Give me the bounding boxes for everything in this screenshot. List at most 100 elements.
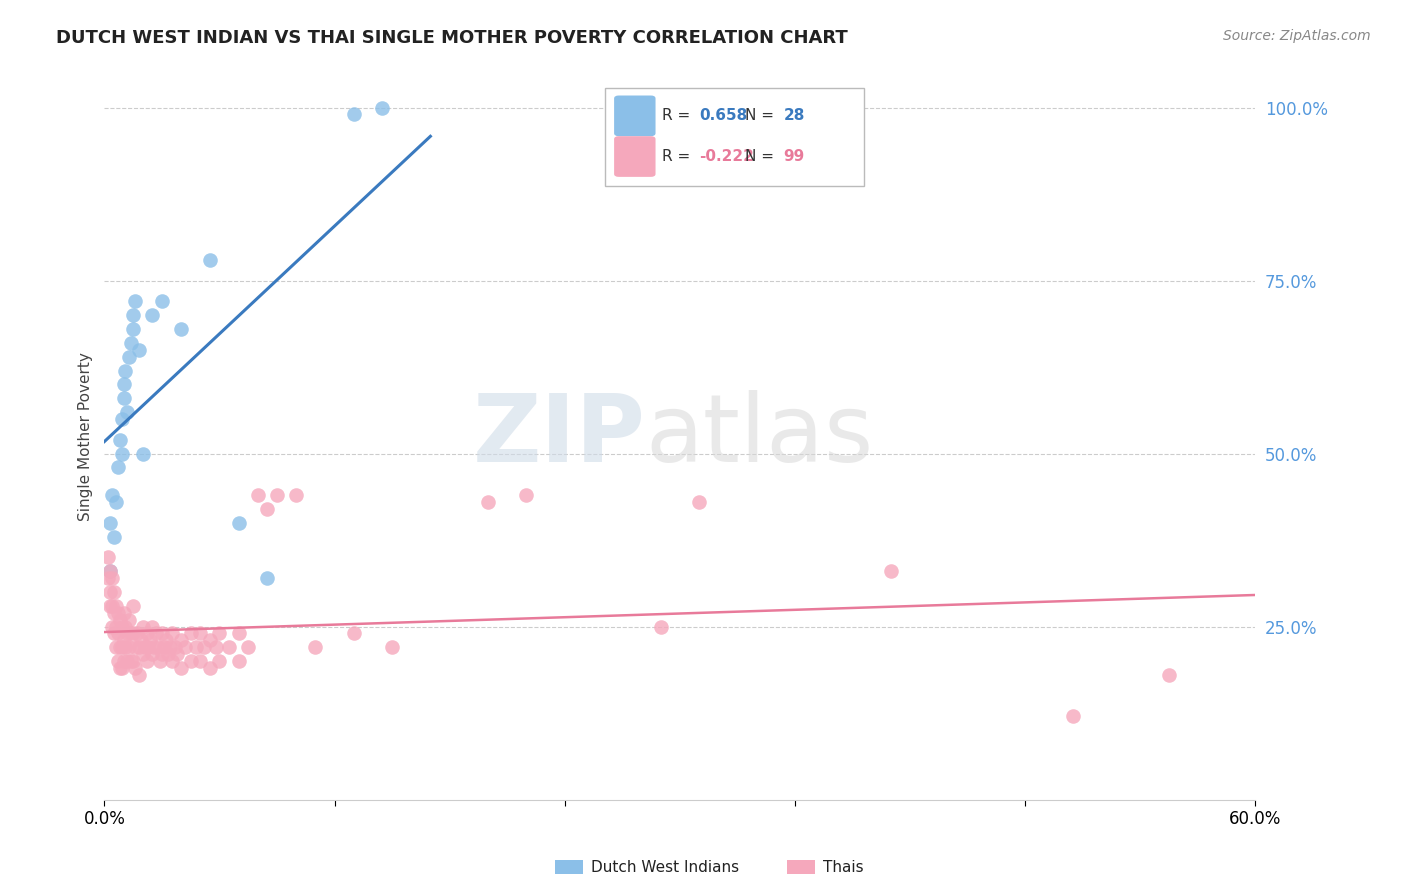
Point (101, 599, 124, 613)
Point (124, 661, 146, 675)
Point (118, 350, 141, 364)
Point (101, 619, 124, 633)
Text: R =: R = (662, 149, 696, 164)
Text: 0.658: 0.658 (699, 108, 748, 123)
Point (98, 599, 121, 613)
Text: R =: R = (662, 108, 696, 123)
Point (879, 564, 901, 578)
Point (118, 613, 141, 627)
Text: atlas: atlas (645, 391, 873, 483)
Point (103, 626, 125, 640)
Point (108, 640, 131, 655)
Point (371, 101, 394, 115)
Point (170, 633, 193, 648)
FancyBboxPatch shape (605, 87, 863, 186)
Point (107, 606, 129, 620)
Point (228, 516, 250, 530)
Point (120, 654, 142, 668)
Point (381, 640, 404, 655)
Point (155, 633, 177, 648)
Point (141, 308, 163, 322)
Text: N =: N = (745, 149, 779, 164)
Point (149, 654, 172, 668)
Point (159, 640, 181, 655)
Point (650, 619, 672, 633)
Point (98, 564, 121, 578)
Point (688, 495, 710, 509)
Point (134, 640, 156, 655)
Point (112, 377, 135, 392)
Point (103, 606, 125, 620)
Point (122, 308, 145, 322)
Point (112, 606, 135, 620)
Text: N =: N = (745, 108, 779, 123)
Point (107, 460, 129, 475)
Point (160, 654, 183, 668)
Point (97, 571, 120, 585)
Point (125, 626, 148, 640)
Point (104, 495, 127, 509)
Point (128, 640, 150, 655)
Point (256, 502, 278, 516)
Point (1157, 668, 1180, 682)
Text: -0.222: -0.222 (699, 149, 754, 164)
Point (101, 571, 124, 585)
Point (198, 252, 221, 267)
Point (343, 626, 366, 640)
Point (135, 626, 157, 640)
Point (228, 654, 250, 668)
Point (228, 626, 250, 640)
Point (198, 633, 221, 648)
Point (103, 530, 125, 544)
Point (117, 626, 139, 640)
Point (208, 626, 231, 640)
Point (103, 585, 125, 599)
Point (139, 633, 162, 648)
Point (129, 633, 152, 648)
Point (174, 640, 197, 655)
FancyBboxPatch shape (614, 136, 655, 177)
Point (111, 640, 134, 655)
Point (98, 516, 121, 530)
Point (153, 640, 176, 655)
Point (180, 626, 202, 640)
Point (112, 633, 135, 648)
Point (188, 626, 211, 640)
Point (477, 495, 499, 509)
Text: 28: 28 (783, 108, 804, 123)
Point (304, 640, 326, 655)
Point (343, 107, 366, 121)
Point (124, 294, 146, 309)
Point (180, 654, 202, 668)
Point (146, 640, 169, 655)
Point (285, 488, 308, 502)
Point (118, 640, 141, 655)
Text: 99: 99 (783, 149, 804, 164)
Point (156, 647, 179, 661)
Point (193, 640, 215, 655)
Text: DUTCH WEST INDIAN VS THAI SINGLE MOTHER POVERTY CORRELATION CHART: DUTCH WEST INDIAN VS THAI SINGLE MOTHER … (56, 29, 848, 46)
Point (120, 335, 142, 350)
Point (143, 640, 166, 655)
Point (120, 626, 142, 640)
Point (111, 412, 134, 426)
Point (111, 619, 134, 633)
Point (98, 564, 121, 578)
Point (112, 391, 135, 405)
Point (104, 619, 127, 633)
Point (107, 654, 129, 668)
Point (114, 619, 136, 633)
Point (97, 550, 120, 565)
Text: ZIP: ZIP (472, 391, 645, 483)
Point (111, 661, 134, 675)
Point (122, 599, 145, 613)
Point (145, 626, 167, 640)
Point (128, 343, 150, 357)
Point (246, 488, 269, 502)
Point (108, 433, 131, 447)
Point (112, 654, 135, 668)
FancyBboxPatch shape (614, 95, 655, 136)
Point (186, 640, 208, 655)
Point (138, 640, 160, 655)
Point (198, 661, 221, 675)
